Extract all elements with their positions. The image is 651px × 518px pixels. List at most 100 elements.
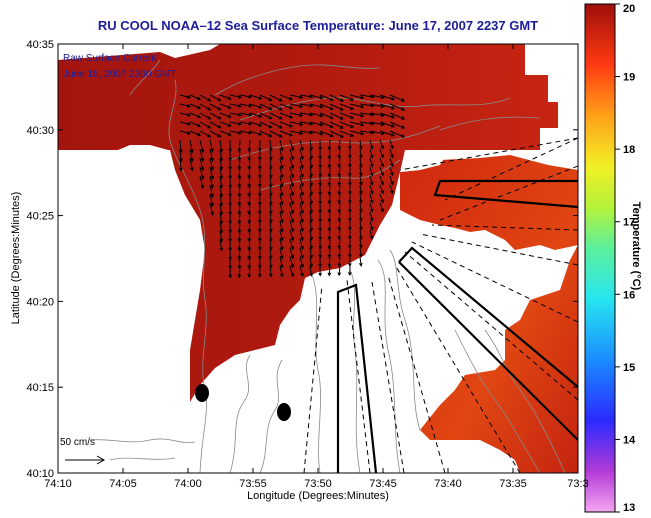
- current-vector: [329, 112, 344, 120]
- current-vector-head: [380, 190, 384, 195]
- current-vector-head: [227, 114, 232, 118]
- current-vector-head: [327, 209, 332, 214]
- current-vector: [289, 175, 294, 187]
- current-vector: [259, 112, 272, 119]
- current-vector-head: [300, 272, 304, 278]
- current-vector-head: [369, 217, 374, 222]
- current-vector-head: [280, 183, 284, 188]
- current-vector: [189, 112, 201, 118]
- current-vector: [309, 184, 313, 195]
- current-vector: [289, 121, 303, 126]
- x-tick-label: 74:00: [174, 478, 202, 490]
- current-vector-head: [248, 103, 253, 108]
- current-vector-head: [190, 167, 194, 172]
- current-vector-head: [217, 97, 222, 102]
- current-vector: [349, 103, 364, 108]
- current-vector: [289, 148, 294, 160]
- current-vector-head: [401, 98, 406, 102]
- current-vector: [309, 157, 313, 168]
- current-vector: [179, 130, 191, 134]
- current-vector: [299, 175, 304, 187]
- current-vector: [309, 121, 323, 126]
- current-vector: [369, 130, 384, 135]
- current-vector: [338, 193, 341, 204]
- current-vector: [379, 175, 384, 185]
- current-vector-head: [319, 122, 324, 127]
- current-vector: [389, 166, 394, 176]
- current-vector: [289, 193, 294, 205]
- current-vector: [209, 121, 221, 129]
- current-vector-head: [339, 125, 344, 129]
- current-vector: [238, 166, 241, 179]
- current-vector: [229, 103, 242, 107]
- current-vector-head: [309, 155, 314, 160]
- current-vector-head: [280, 273, 284, 278]
- current-vector: [189, 157, 193, 171]
- current-vector-head: [337, 263, 342, 268]
- current-vector: [248, 247, 251, 260]
- current-vector: [299, 94, 313, 98]
- current-vector: [279, 193, 283, 205]
- current-vector: [239, 130, 252, 134]
- current-vector: [219, 103, 231, 109]
- colorbar-tick-label: 15: [623, 362, 635, 374]
- current-vector: [309, 175, 313, 186]
- current-vector: [349, 121, 364, 126]
- current-vector: [309, 148, 313, 159]
- current-vector-head: [280, 156, 284, 161]
- current-vector-head: [358, 217, 363, 222]
- current-vector: [369, 211, 373, 221]
- colorbar-tick-label: 14: [623, 434, 636, 446]
- current-vector: [279, 184, 283, 196]
- current-vector-head: [237, 103, 243, 108]
- x-tick-label: 73:50: [304, 478, 332, 490]
- current-vector: [379, 130, 395, 137]
- current-vector-head: [390, 106, 395, 110]
- current-vector: [338, 256, 341, 267]
- current-vector: [199, 148, 204, 162]
- current-vector-head: [327, 191, 332, 196]
- current-vector: [289, 247, 294, 259]
- current-vector-head: [309, 236, 314, 241]
- current-vector: [219, 121, 231, 127]
- current-vector: [279, 202, 283, 214]
- current-vector-head: [300, 218, 304, 224]
- x-ticks: 74:10 74:05 74:00 73:55 73:50 73:45 73:40 73:35…: [44, 44, 589, 490]
- current-vector: [279, 220, 283, 232]
- current-vector: [309, 238, 313, 249]
- current-vector-head: [268, 147, 273, 152]
- current-vector: [299, 256, 304, 268]
- current-vector: [199, 130, 211, 138]
- current-vector: [289, 220, 294, 232]
- current-vector: [309, 211, 313, 222]
- current-vector: [338, 238, 341, 249]
- current-vector-head: [300, 146, 304, 152]
- current-vector: [299, 193, 304, 205]
- current-vector-head: [237, 130, 243, 135]
- y-tick-label: 40:35: [26, 39, 54, 51]
- x-tick-label: 74:05: [109, 478, 137, 490]
- current-vector-head: [207, 125, 212, 129]
- buoy-marker: [195, 384, 209, 402]
- colorbar-tick-label: 17: [623, 217, 635, 229]
- current-vector-head: [350, 97, 355, 101]
- current-vector: [389, 175, 394, 185]
- current-vector: [189, 94, 201, 100]
- current-vector-head: [390, 163, 394, 168]
- current-vector: [209, 148, 214, 161]
- current-vector-head: [280, 174, 284, 179]
- current-vector: [238, 238, 241, 251]
- current-vector: [359, 139, 362, 149]
- current-vector-head: [200, 157, 205, 163]
- current-vector: [359, 130, 374, 134]
- current-vector: [279, 238, 283, 250]
- colorbar: [584, 3, 616, 513]
- current-vector-head: [219, 247, 224, 252]
- current-vector: [389, 184, 394, 194]
- legend-current-label: Raw Surface Current: [63, 53, 157, 64]
- current-vector-head: [268, 255, 273, 260]
- current-vector: [328, 148, 331, 159]
- current-vector-head: [210, 157, 214, 162]
- current-vector-head: [210, 193, 214, 198]
- current-vector: [209, 202, 214, 215]
